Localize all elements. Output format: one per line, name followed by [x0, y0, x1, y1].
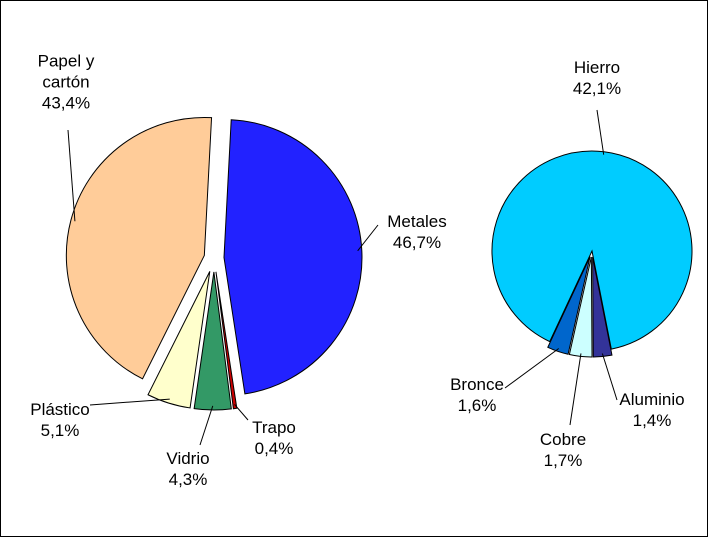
data-label: Vidrio 4,3%	[148, 448, 228, 490]
leader-line	[569, 353, 582, 426]
data-label: Cobre 1,7%	[518, 429, 608, 471]
leader-line	[357, 224, 379, 252]
slice-name: Papel y cartón	[37, 51, 95, 92]
data-label: Papel y cartón 43,4%	[31, 51, 101, 114]
data-label: Bronce 1,6%	[432, 374, 522, 416]
pie-slice	[491, 150, 693, 350]
leader-line	[67, 129, 76, 222]
slice-value: 4,3%	[168, 470, 208, 489]
slice-name: Plástico	[30, 400, 90, 419]
pie-slice	[592, 256, 613, 358]
leader-line	[596, 109, 605, 155]
slice-name: Metales	[387, 212, 447, 231]
slice-name: Hierro	[573, 58, 621, 77]
pie-slice	[147, 271, 211, 409]
slice-value: 0,4%	[254, 439, 294, 458]
slice-value: 46,7%	[392, 233, 442, 252]
slice-name: Cobre	[539, 430, 587, 449]
data-label: Plástico 5,1%	[15, 399, 105, 441]
slice-name: Aluminio	[619, 390, 685, 409]
leader-line	[504, 348, 560, 389]
slice-name: Vidrio	[166, 449, 210, 468]
pie-slice	[65, 116, 213, 380]
pie-slice	[547, 256, 591, 355]
slice-value: 43,4%	[41, 93, 91, 113]
leader-line	[89, 398, 170, 406]
slice-value: 1,6%	[457, 396, 497, 415]
data-label: Aluminio 1,4%	[602, 389, 702, 431]
pie-slice	[215, 271, 238, 410]
data-label: Hierro 42,1%	[547, 57, 647, 99]
slice-name: Trapo	[252, 418, 296, 437]
slice-value: 42,1%	[572, 79, 622, 98]
pie-slice	[193, 271, 232, 411]
slice-value: 1,4%	[632, 411, 672, 430]
pie-slice	[223, 119, 363, 395]
leader-line	[199, 405, 214, 446]
leader-line	[601, 353, 618, 401]
data-label: Trapo 0,4%	[234, 417, 314, 459]
leader-line	[234, 404, 249, 421]
data-label: Metales 46,7%	[367, 211, 467, 253]
slice-name: Bronce	[450, 375, 504, 394]
slice-value: 1,7%	[543, 451, 583, 470]
slice-value: 5,1%	[40, 421, 80, 440]
